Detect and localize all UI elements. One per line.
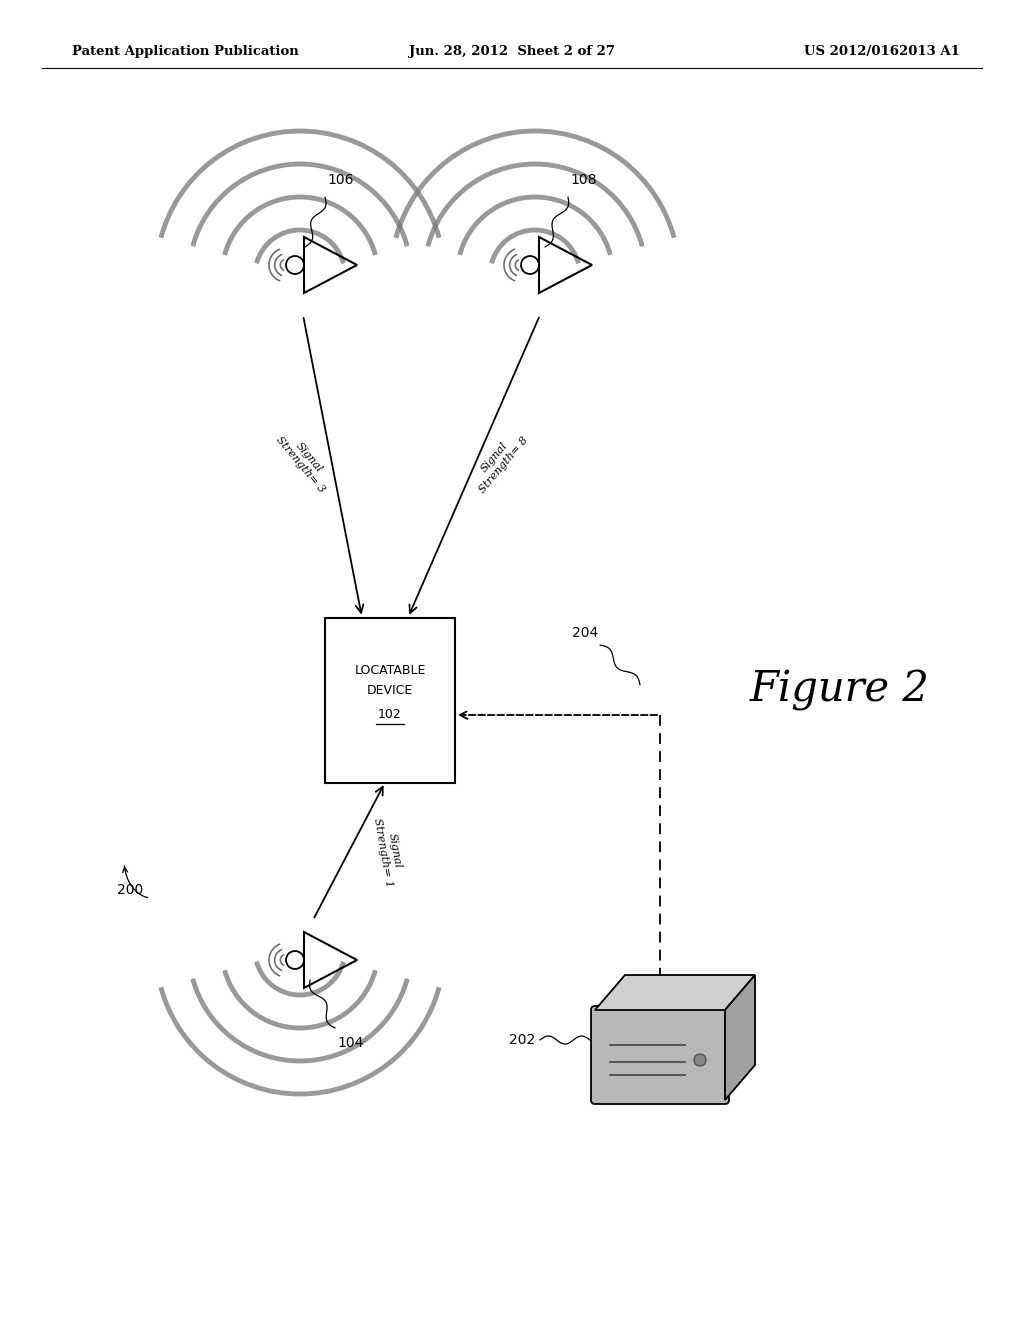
Text: 200: 200 (117, 883, 143, 898)
Text: 102: 102 (378, 709, 401, 722)
Text: 202: 202 (509, 1034, 535, 1047)
Text: 104: 104 (337, 1036, 364, 1049)
Text: Signal
Strength= 1: Signal Strength= 1 (373, 814, 406, 887)
Polygon shape (725, 975, 755, 1100)
Text: 204: 204 (571, 626, 598, 640)
Text: Patent Application Publication: Patent Application Publication (72, 45, 299, 58)
Text: LOCATABLE: LOCATABLE (354, 664, 426, 676)
Text: US 2012/0162013 A1: US 2012/0162013 A1 (804, 45, 961, 58)
Bar (325, 618, 455, 783)
Text: 108: 108 (570, 173, 597, 187)
Text: Signal
Strength= 3: Signal Strength= 3 (273, 428, 335, 495)
Text: Figure 2: Figure 2 (750, 669, 930, 711)
Text: 106: 106 (327, 173, 353, 187)
Polygon shape (595, 975, 755, 1010)
FancyBboxPatch shape (591, 1006, 729, 1104)
Text: Jun. 28, 2012  Sheet 2 of 27: Jun. 28, 2012 Sheet 2 of 27 (409, 45, 615, 58)
Text: DEVICE: DEVICE (367, 684, 413, 697)
Text: Signal
Strength= 8: Signal Strength= 8 (468, 428, 529, 495)
Circle shape (694, 1053, 706, 1067)
